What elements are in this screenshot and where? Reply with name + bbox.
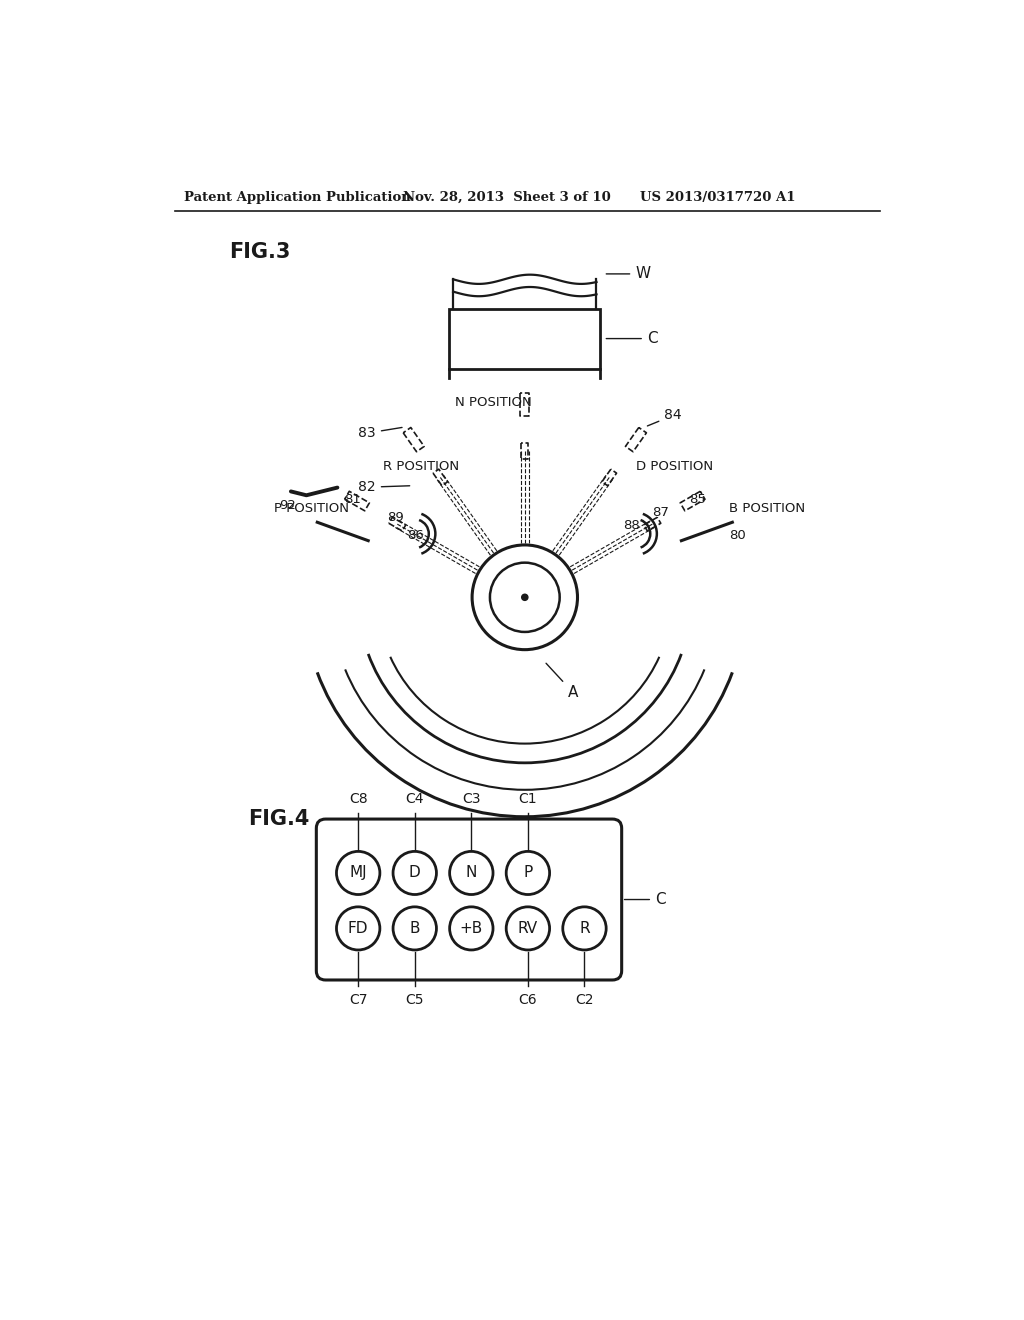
Text: D: D — [409, 866, 421, 880]
Text: R POSITION: R POSITION — [383, 461, 459, 473]
Text: W: W — [606, 267, 650, 281]
Text: C7: C7 — [349, 993, 368, 1007]
Text: US 2013/0317720 A1: US 2013/0317720 A1 — [640, 190, 795, 203]
Text: C1: C1 — [518, 792, 538, 807]
Circle shape — [521, 594, 528, 601]
Text: FIG.3: FIG.3 — [228, 242, 290, 261]
Text: C3: C3 — [462, 792, 480, 807]
Text: P: P — [523, 866, 532, 880]
Text: RV: RV — [518, 921, 538, 936]
Text: 87: 87 — [651, 507, 669, 519]
Text: C: C — [625, 892, 666, 907]
Text: C4: C4 — [406, 792, 424, 807]
Text: FD: FD — [348, 921, 369, 936]
Text: C6: C6 — [518, 993, 538, 1007]
Text: R: R — [580, 921, 590, 936]
Text: D POSITION: D POSITION — [636, 461, 713, 473]
Text: +B: +B — [460, 921, 483, 936]
Bar — [450, 309, 600, 368]
Text: A: A — [546, 663, 578, 700]
Text: 83: 83 — [358, 426, 402, 440]
Text: B: B — [410, 921, 420, 936]
Text: C8: C8 — [349, 792, 368, 807]
Text: 89: 89 — [387, 511, 403, 524]
Text: 84: 84 — [647, 408, 682, 426]
FancyBboxPatch shape — [316, 818, 622, 979]
Text: 85: 85 — [689, 494, 706, 507]
Text: 80: 80 — [729, 529, 746, 543]
Text: B POSITION: B POSITION — [729, 502, 805, 515]
Text: MJ: MJ — [349, 866, 367, 880]
Text: N: N — [466, 866, 477, 880]
Text: N POSITION: N POSITION — [456, 396, 532, 409]
Text: C2: C2 — [575, 993, 594, 1007]
Text: Patent Application Publication: Patent Application Publication — [183, 190, 411, 203]
Text: FIG.4: FIG.4 — [248, 809, 309, 829]
Text: Nov. 28, 2013  Sheet 3 of 10: Nov. 28, 2013 Sheet 3 of 10 — [403, 190, 611, 203]
Text: C: C — [606, 331, 657, 346]
Text: 86: 86 — [408, 529, 424, 541]
Text: 88: 88 — [623, 519, 640, 532]
Text: 81: 81 — [344, 494, 360, 507]
Text: 92: 92 — [280, 499, 296, 512]
Text: P POSITION: P POSITION — [274, 502, 349, 515]
Text: C5: C5 — [406, 993, 424, 1007]
Text: 82: 82 — [358, 480, 410, 494]
